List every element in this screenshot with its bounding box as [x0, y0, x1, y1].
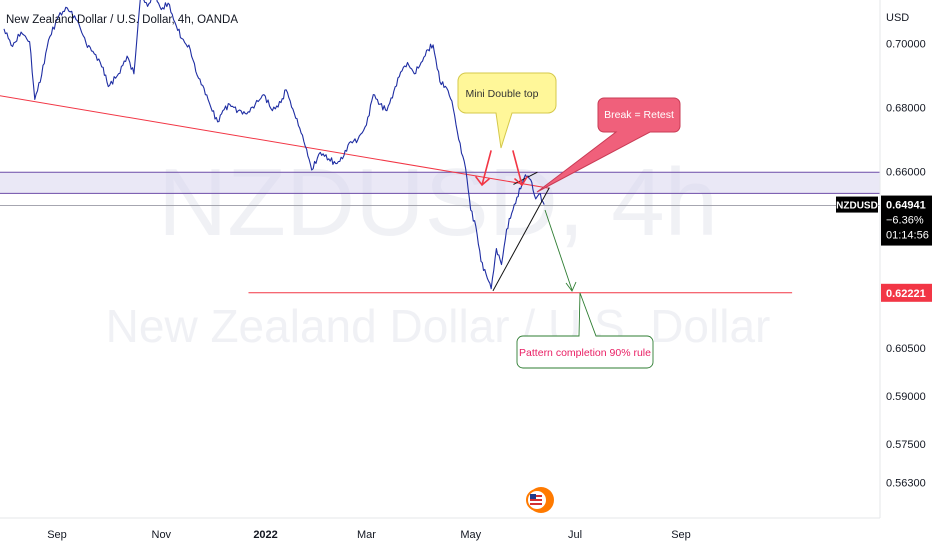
- event-flag-icon[interactable]: [526, 487, 554, 513]
- price-tick-label: 0.68000: [886, 102, 926, 114]
- wedge-lower-line[interactable]: [492, 187, 550, 292]
- price-tick-label: 0.60500: [886, 343, 926, 355]
- time-tick-label: Sep: [671, 529, 691, 541]
- descending-trendline[interactable]: [0, 93, 550, 189]
- callout-double-top-text: Mini Double top: [466, 88, 539, 100]
- symbol-badge-text: NZDUSD: [836, 201, 878, 212]
- price-tick-label: 0.70000: [886, 38, 926, 50]
- price-badge-countdown: 01:14:56: [886, 230, 929, 242]
- time-tick-label: 2022: [253, 529, 277, 541]
- target-badge: [881, 283, 932, 302]
- symbol-price-badge[interactable]: NZDUSD 0.64941 −6.36% 01:14:56: [836, 195, 932, 246]
- double-top-arrows: [475, 150, 528, 187]
- price-tick-label: 0.59000: [886, 391, 926, 403]
- callout-break-retest[interactable]: Break = Retest: [536, 97, 681, 193]
- time-tick-label: Sep: [47, 529, 67, 541]
- projection-arrow: [544, 209, 577, 292]
- arrow-right: [512, 150, 528, 187]
- price-axis-unit: USD: [886, 12, 909, 24]
- watermark-name: New Zealand Dollar / U.S. Dollar: [106, 300, 771, 352]
- time-tick-label: May: [460, 529, 481, 541]
- target-price-badge[interactable]: 0.62221: [881, 283, 932, 302]
- chart-title: New Zealand Dollar / U.S. Dollar, 4h, OA…: [6, 14, 238, 26]
- price-axis[interactable]: 0.70000 0.68000 0.66000 0.60500 0.59000 0.575…: [886, 38, 926, 489]
- price-badge: [881, 195, 932, 246]
- callout-completion[interactable]: Pattern completion 90% rule: [516, 292, 654, 369]
- time-tick-label: Jul: [568, 529, 582, 541]
- time-axis[interactable]: Sep Nov 2022 Mar May Jul Sep: [47, 529, 691, 541]
- price-tick-label: 0.56300: [886, 478, 926, 490]
- price-tick-label: 0.57500: [886, 439, 926, 451]
- callout-completion-text: Pattern completion 90% rule: [519, 347, 651, 359]
- resistance-zone[interactable]: [0, 172, 880, 194]
- price-series-line[interactable]: [3, 0, 545, 290]
- price-badge-change: −6.36%: [886, 215, 924, 227]
- price-tick-label: 0.66000: [886, 167, 926, 179]
- watermark-symbol: NZDUSD, 4h: [158, 149, 718, 256]
- target-badge-text: 0.62221: [886, 288, 926, 300]
- symbol-badge: [836, 196, 878, 213]
- callout-break-retest-text: Break = Retest: [604, 109, 674, 121]
- time-tick-label: Nov: [152, 529, 172, 541]
- time-tick-label: Mar: [357, 529, 376, 541]
- callout-double-top[interactable]: Mini Double top: [457, 72, 557, 149]
- arrow-left: [475, 150, 492, 187]
- price-badge-price: 0.64941: [886, 200, 926, 212]
